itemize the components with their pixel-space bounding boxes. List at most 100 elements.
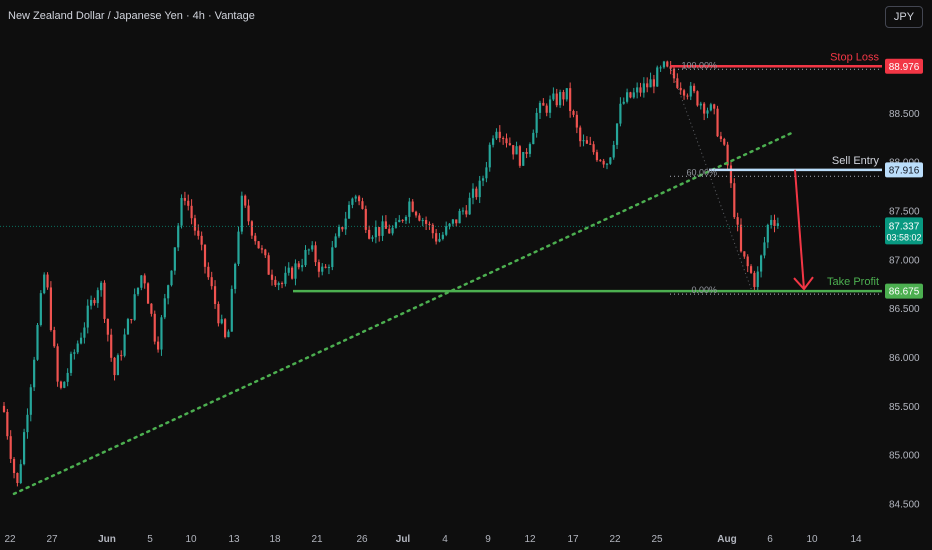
candle-body bbox=[183, 198, 186, 201]
candle-body bbox=[301, 265, 304, 268]
candle-body bbox=[528, 144, 532, 154]
time-tick-label: 26 bbox=[356, 534, 368, 545]
candle-body bbox=[63, 381, 66, 388]
candle-body bbox=[512, 145, 515, 155]
candle-body bbox=[609, 157, 612, 164]
candle-body bbox=[368, 229, 371, 239]
candle-body bbox=[193, 218, 197, 231]
candle-body bbox=[23, 432, 26, 465]
candle-body bbox=[508, 143, 511, 146]
candle-body bbox=[428, 223, 431, 225]
candle-body bbox=[123, 334, 126, 356]
candle-body bbox=[19, 464, 22, 484]
candle-body bbox=[53, 330, 56, 347]
candle-body bbox=[187, 200, 190, 206]
candle-body bbox=[619, 103, 622, 124]
candle-body bbox=[113, 357, 116, 376]
candle-body bbox=[384, 221, 387, 229]
candle-body bbox=[602, 160, 605, 165]
candle-body bbox=[143, 275, 146, 284]
candle-body bbox=[548, 99, 552, 113]
time-tick-label: 21 bbox=[311, 534, 323, 545]
candle-body bbox=[153, 313, 156, 342]
candle-body bbox=[347, 204, 351, 219]
candle-body bbox=[337, 226, 341, 237]
candle-body bbox=[498, 131, 501, 139]
candle-body bbox=[240, 195, 243, 232]
candle-body bbox=[495, 131, 498, 139]
candle-body bbox=[421, 220, 424, 222]
candle-body bbox=[565, 88, 568, 100]
fib-level-label: 100.00% bbox=[681, 60, 717, 70]
candle-body bbox=[760, 255, 763, 272]
candle-body bbox=[304, 249, 307, 266]
candle-body bbox=[224, 319, 227, 338]
candle-body bbox=[277, 283, 280, 286]
candle-body bbox=[652, 79, 655, 87]
candle-body bbox=[73, 352, 76, 354]
candle-body bbox=[344, 218, 347, 230]
current-price-tag bbox=[885, 217, 923, 245]
candle-body bbox=[59, 381, 63, 388]
candle-body bbox=[656, 67, 659, 87]
candle-body bbox=[575, 114, 578, 128]
candle-body bbox=[254, 235, 257, 242]
candle-body bbox=[106, 318, 109, 335]
candle-body bbox=[552, 93, 555, 100]
candle-body bbox=[294, 263, 297, 279]
candle-body bbox=[257, 241, 260, 249]
candle-body bbox=[569, 88, 572, 112]
candle-body bbox=[69, 353, 73, 373]
candle-body bbox=[746, 256, 749, 267]
candle-body bbox=[358, 196, 361, 202]
currency-button[interactable]: JPY bbox=[885, 6, 923, 28]
annotations-layer: 100.00% 60.00% 0.00% bbox=[0, 60, 882, 496]
take-profit-price-tag bbox=[885, 283, 923, 299]
candle-body bbox=[669, 66, 672, 69]
projection-arrowhead bbox=[793, 276, 814, 291]
candle-body bbox=[274, 279, 277, 286]
candle-body bbox=[766, 224, 769, 243]
candle-body bbox=[468, 197, 471, 215]
candle-body bbox=[56, 346, 59, 382]
candle-body bbox=[642, 83, 645, 93]
candle-body bbox=[622, 101, 625, 104]
candle-body bbox=[666, 61, 669, 67]
candle-body bbox=[381, 221, 384, 236]
candle-body bbox=[307, 249, 310, 251]
candle-body bbox=[461, 210, 465, 212]
candle-body bbox=[230, 288, 233, 332]
candle-body bbox=[237, 231, 240, 264]
candle-body bbox=[167, 285, 170, 299]
candle-body bbox=[16, 472, 19, 484]
candle-body bbox=[247, 205, 250, 222]
candle-body bbox=[160, 317, 163, 350]
candle-body bbox=[26, 414, 29, 433]
candle-body bbox=[559, 92, 562, 106]
candle-body bbox=[545, 105, 548, 113]
candle-body bbox=[639, 87, 642, 93]
candle-body bbox=[515, 146, 518, 155]
time-tick-label: Jul bbox=[396, 534, 411, 545]
candle-body bbox=[110, 334, 113, 358]
candle-body bbox=[542, 102, 545, 106]
candle-body bbox=[150, 303, 153, 314]
candle-body bbox=[116, 355, 119, 376]
candle-body bbox=[404, 216, 408, 221]
sell-entry-price-tag bbox=[885, 162, 923, 178]
price-tick-label: 85.000 bbox=[889, 451, 920, 462]
time-tick-label: 10 bbox=[806, 534, 818, 545]
candle-body bbox=[398, 219, 401, 223]
candle-body bbox=[33, 359, 36, 388]
candle-body bbox=[36, 324, 39, 360]
candle-body bbox=[317, 262, 320, 272]
time-tick-label: 18 bbox=[269, 534, 281, 545]
candle-body bbox=[130, 319, 133, 321]
candle-body bbox=[2, 405, 6, 412]
candle-body bbox=[244, 195, 247, 206]
candle-body bbox=[140, 275, 143, 288]
candle-body bbox=[234, 263, 237, 289]
projection-arrow bbox=[794, 169, 805, 290]
fib-level-label: 0.00% bbox=[691, 285, 717, 295]
